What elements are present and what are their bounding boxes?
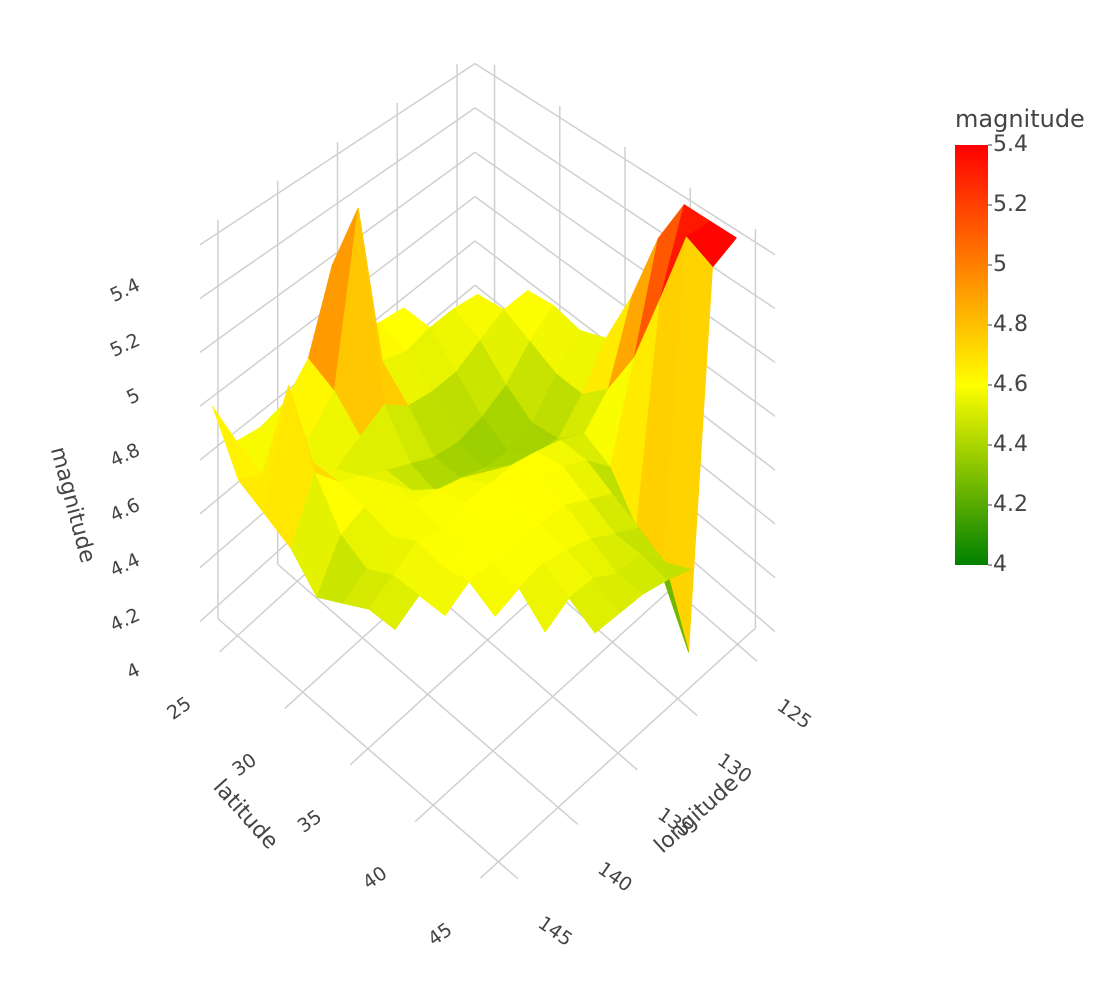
grid-line — [474, 62, 776, 256]
surface-cell — [518, 563, 570, 633]
colorbar-tick-label: 5 — [993, 252, 1007, 277]
z-tick-label: 5.2 — [107, 329, 144, 362]
y-tick-label: 45 — [424, 919, 456, 951]
z-tick-label: 4 — [123, 659, 143, 684]
colorbar-tick-label: 4 — [993, 552, 1007, 577]
y-axis-title: latitude — [208, 775, 283, 854]
x-tick-label: 140 — [594, 858, 636, 897]
surface-cell — [568, 578, 620, 634]
x-tick-label: 145 — [534, 912, 576, 951]
z-tick-label: 4.2 — [107, 604, 144, 637]
colorbar-title: magnitude — [955, 105, 1085, 133]
grid-line — [217, 618, 519, 880]
grid-line — [474, 195, 776, 417]
x-tick-label: 125 — [773, 695, 815, 734]
y-tick-label: 25 — [163, 693, 195, 725]
grid-line — [474, 151, 776, 363]
z-tick-label: 4.8 — [107, 439, 144, 472]
colorbar-tick-label: 4.6 — [993, 372, 1028, 397]
y-tick-label: 40 — [359, 862, 391, 894]
colorbar-tick-label: 4.8 — [993, 312, 1028, 337]
surface — [212, 204, 737, 653]
surface-cell — [418, 567, 470, 616]
z-tick-label: 5.4 — [107, 274, 144, 307]
z-tick-label: 5 — [123, 384, 143, 409]
surface-cell — [368, 574, 420, 630]
grid-line — [199, 107, 476, 300]
grid-line — [474, 107, 776, 310]
colorbar — [955, 145, 988, 565]
grid-line — [277, 563, 579, 825]
grid-line — [199, 151, 476, 353]
y-tick-label: 30 — [228, 749, 260, 781]
colorbar-tick-label: 5.4 — [993, 132, 1028, 157]
z-axis-title: magnitude — [45, 444, 100, 565]
colorbar-tick-label: 4.2 — [993, 492, 1028, 517]
grid-line — [199, 62, 476, 246]
colorbar-tick-label: 4.4 — [993, 432, 1028, 457]
y-tick-label: 35 — [294, 806, 326, 838]
z-tick-label: 4.4 — [107, 549, 144, 582]
colorbar-tick-label: 5.2 — [993, 192, 1028, 217]
surface-cell — [468, 562, 520, 617]
z-tick-label: 4.6 — [107, 494, 144, 527]
